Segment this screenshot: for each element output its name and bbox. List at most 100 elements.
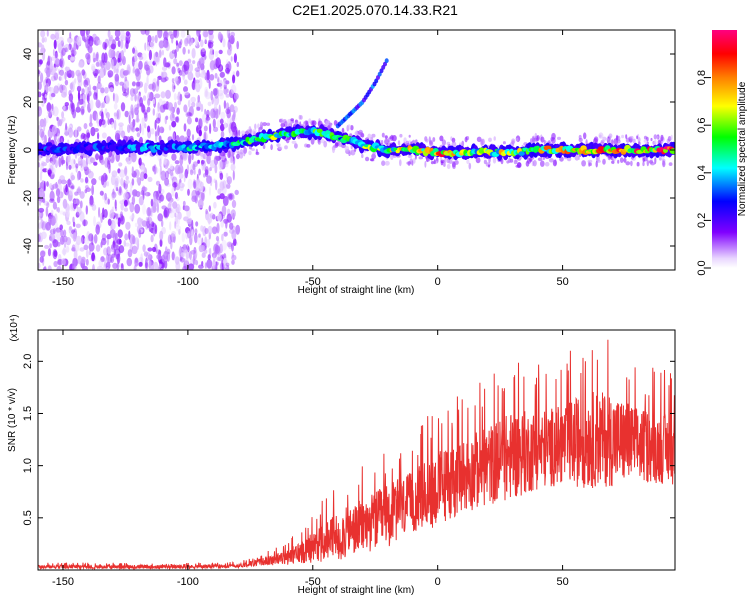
heatmap-noise-cell xyxy=(158,49,162,58)
heatmap-noise-cell xyxy=(45,78,52,87)
heatmap-noise-cell xyxy=(59,135,65,144)
heatmap-noise-cell xyxy=(223,86,228,95)
heatmap-noise-cell xyxy=(61,111,65,119)
heatmap-noise-cell xyxy=(148,223,152,232)
heatmap-noise-cell xyxy=(206,238,211,248)
heatmap-noise-cell xyxy=(104,108,108,116)
heatmap-noise-cell xyxy=(138,257,144,264)
heatmap-noise-cell xyxy=(221,239,227,251)
heatmap-noise-cell xyxy=(497,145,500,149)
heatmap-noise-cell xyxy=(51,103,54,112)
heatmap-noise-cell xyxy=(466,159,470,164)
heatmap-noise-cell xyxy=(187,188,190,196)
heatmap-noise-cell xyxy=(131,166,134,174)
heatmap-noise-cell xyxy=(82,93,87,102)
heatmap-noise-cell xyxy=(63,229,67,238)
heatmap-noise-cell xyxy=(135,117,140,123)
heatmap-noise-cell xyxy=(165,89,171,99)
heatmap-noise-cell xyxy=(214,100,218,112)
heatmap-noise-cell xyxy=(183,172,186,183)
heatmap-noise-cell xyxy=(89,195,94,206)
heatmap-noise-cell xyxy=(87,45,93,54)
heatmap-noise-cell xyxy=(52,227,56,235)
heatmap-noise-cell xyxy=(361,153,364,159)
heatmap-noise-cell xyxy=(222,38,226,48)
heatmap-noise-cell xyxy=(131,56,135,67)
heatmap-noise-cell xyxy=(145,257,148,269)
heatmap-noise-cell xyxy=(219,71,225,78)
heatmap-noise-cell xyxy=(129,215,134,220)
heatmap-noise-cell xyxy=(95,53,99,62)
heatmap-noise-cell xyxy=(171,78,175,83)
heatmap-noise-cell xyxy=(64,71,67,81)
heatmap-noise-cell xyxy=(574,154,580,161)
heatmap-noise-cell xyxy=(199,152,204,157)
heatmap-noise-cell xyxy=(65,245,70,253)
heatmap-noise-cell xyxy=(68,93,74,102)
heatmap-noise-cell xyxy=(222,180,227,189)
heatmap-noise-cell xyxy=(154,34,158,44)
heatmap-noise-cell xyxy=(110,244,116,250)
spectrogram-x-ticks: -150 -100 -50 0 50 xyxy=(52,30,569,288)
heatmap-noise-cell xyxy=(67,178,71,188)
heatmap-noise-cell xyxy=(350,125,354,131)
heatmap-noise-cell xyxy=(230,56,233,62)
heatmap-noise-cell xyxy=(120,39,124,49)
heatmap-noise-cell xyxy=(214,244,220,254)
heatmap-noise-cell xyxy=(199,57,205,68)
heatmap-noise-cell xyxy=(62,198,68,209)
heatmap-noise-cell xyxy=(148,261,154,270)
heatmap-noise-cell xyxy=(100,87,105,94)
heatmap-noise-cell xyxy=(45,206,49,217)
heatmap-noise-cell xyxy=(162,31,169,40)
heatmap-noise-cell xyxy=(194,228,198,235)
heatmap-noise-cell xyxy=(59,58,63,68)
heatmap-noise-cell xyxy=(80,105,85,116)
heatmap-noise-cell xyxy=(141,117,145,127)
heatmap-noise-cell xyxy=(134,203,141,214)
heatmap-noise-cell xyxy=(160,71,164,80)
heatmap-noise-cell xyxy=(217,257,223,262)
heatmap-noise-cell xyxy=(146,44,150,52)
heatmap-noise-cell xyxy=(142,109,149,115)
heatmap-noise-cell xyxy=(177,211,182,220)
heatmap-noise-cell xyxy=(141,52,147,61)
heatmap-noise-cell xyxy=(381,132,385,138)
heatmap-noise-cell xyxy=(171,120,177,128)
heatmap-noise-cell xyxy=(72,257,77,269)
heatmap-noise-cell xyxy=(371,153,376,160)
heatmap-noise-cell xyxy=(225,93,230,98)
heatmap-noise-cell xyxy=(120,130,126,138)
heatmap-noise-cell xyxy=(161,254,166,263)
heatmap-noise-cell xyxy=(82,153,88,158)
heatmap-noise-cell xyxy=(147,125,151,133)
heatmap-noise-cell xyxy=(224,121,227,129)
snr-panel: -150 -100 -50 0 50 0.5 1.0 1.5 2.0 Height of st… xyxy=(7,314,676,596)
heatmap-noise-cell xyxy=(77,79,83,87)
heatmap-noise-cell xyxy=(215,235,220,242)
heatmap-noise-cell xyxy=(75,211,80,218)
heatmap-noise-cell xyxy=(219,193,225,200)
heatmap-noise-cell xyxy=(500,158,504,165)
heatmap-noise-cell xyxy=(39,171,43,182)
heatmap-noise-cell xyxy=(164,177,170,186)
heatmap-noise-cell xyxy=(72,216,75,223)
heatmap-noise-cell xyxy=(41,37,45,43)
heatmap-noise-cell xyxy=(86,95,89,102)
heatmap-noise-cell xyxy=(162,103,169,110)
heatmap-noise-cell xyxy=(137,52,143,58)
heatmap-noise-cell xyxy=(408,161,412,165)
heatmap-noise-cell xyxy=(367,133,372,139)
heatmap-noise-cell xyxy=(59,69,64,76)
heatmap-noise-cell xyxy=(46,102,52,112)
heatmap-noise-cell xyxy=(433,159,436,165)
heatmap-noise-cell xyxy=(81,256,86,264)
heatmap-noise-cell xyxy=(229,133,234,138)
heatmap-noise-cell xyxy=(198,129,202,137)
heatmap-noise-cell xyxy=(278,146,283,150)
heatmap-noise-cell xyxy=(107,70,114,78)
heatmap-noise-cell xyxy=(38,262,41,269)
heatmap-noise-cell xyxy=(231,225,236,232)
heatmap-noise-cell xyxy=(189,169,194,176)
heatmap-noise-cell xyxy=(138,261,143,267)
